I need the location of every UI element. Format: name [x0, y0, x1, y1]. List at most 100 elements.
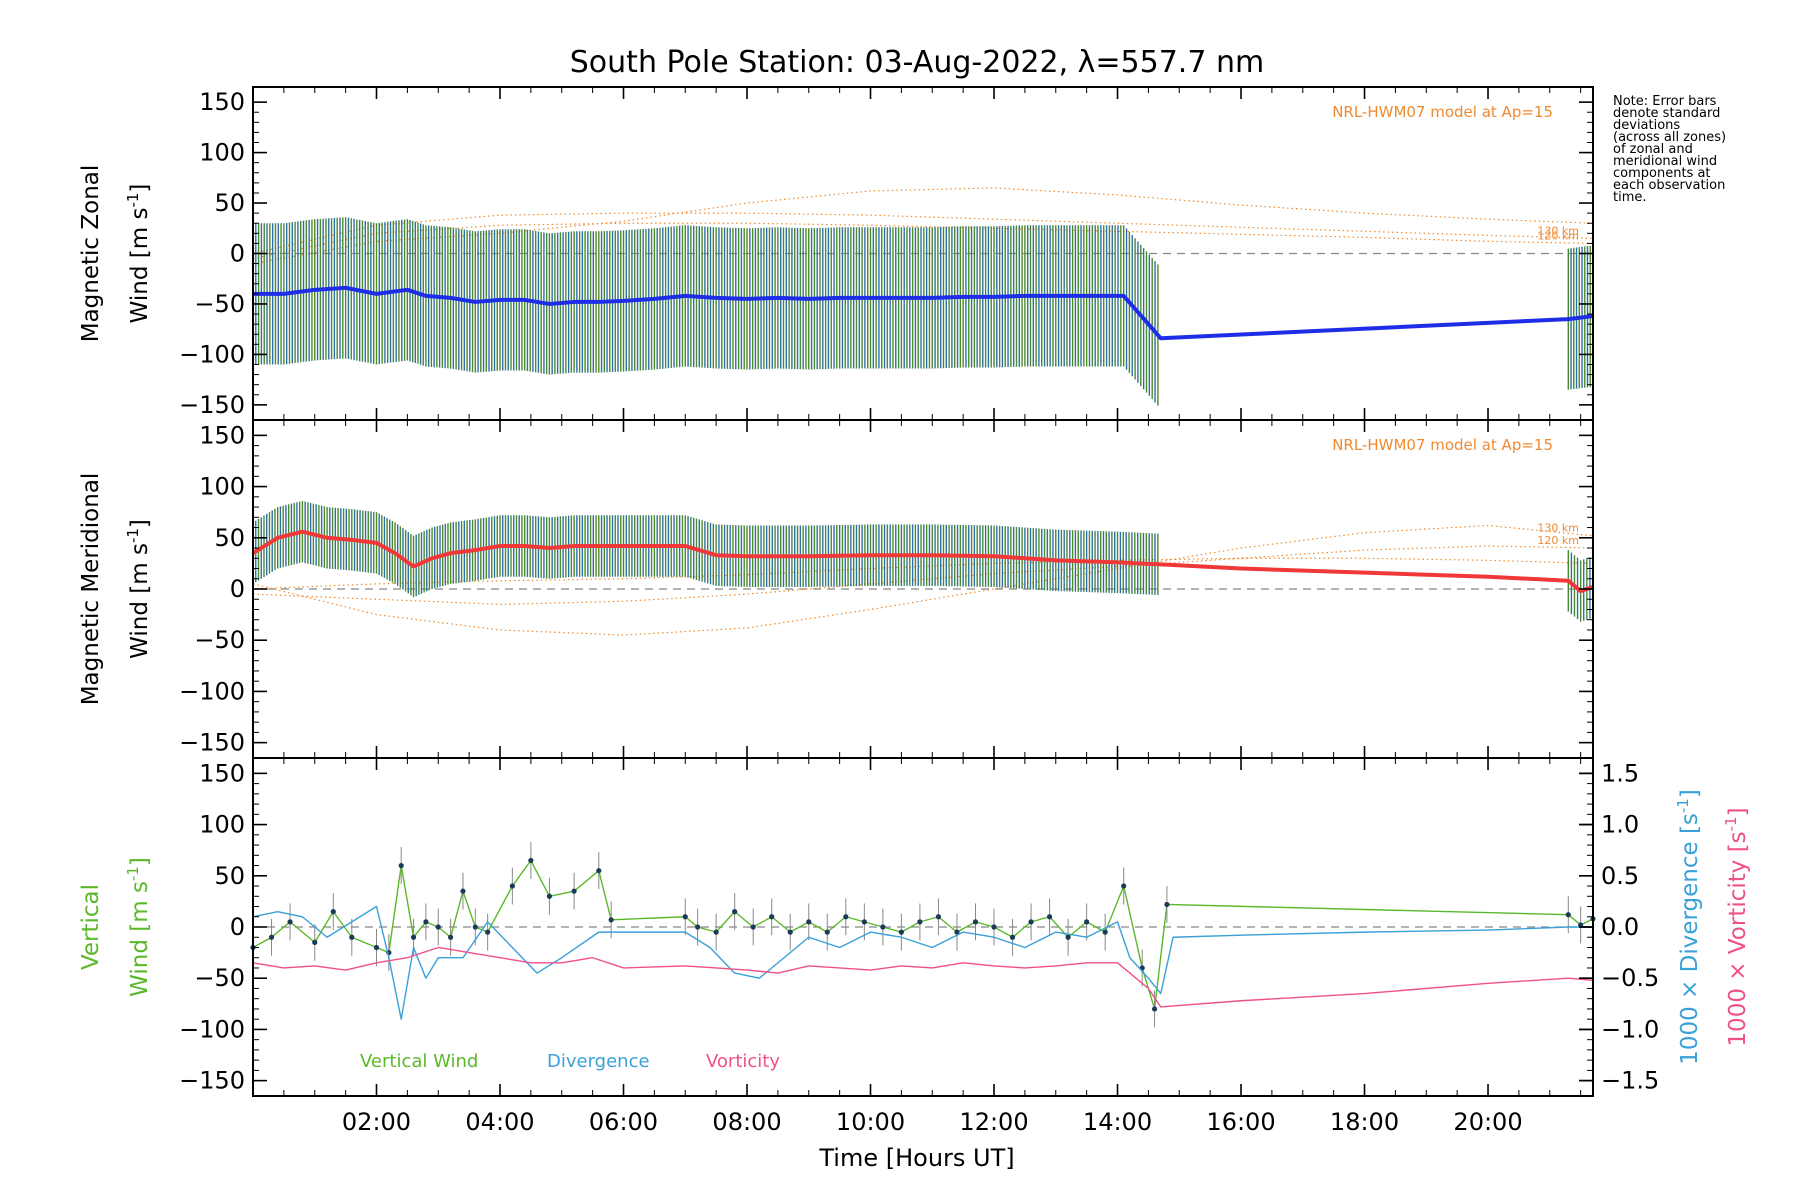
data-point — [349, 934, 355, 940]
data-point — [898, 929, 904, 935]
y2-tick-label: −1.0 — [1601, 1015, 1659, 1043]
y2-axis-title-divergence: 1000 × Divergence [s-1] — [1674, 789, 1703, 1065]
note-line: each observation — [1613, 178, 1726, 193]
y2-tick-label: −0.5 — [1601, 964, 1659, 992]
series-line — [253, 905, 1593, 1020]
data-point — [991, 924, 997, 930]
series-line — [253, 859, 1593, 1010]
y-axis-title: Wind [m s-1] — [124, 857, 153, 997]
y-axis-title: Wind [m s-1] — [124, 519, 153, 659]
note-line: time. — [1613, 190, 1647, 205]
data-point — [972, 919, 979, 925]
y-tick-label: −150 — [179, 1067, 245, 1095]
data-point — [917, 919, 923, 925]
model-curve-label: 130 km — [1537, 522, 1579, 535]
x-tick-label: 12:00 — [959, 1108, 1028, 1136]
model-curve — [253, 187, 1593, 265]
x-tick-label: 06:00 — [589, 1108, 658, 1136]
data-point — [312, 939, 318, 945]
note-line: of zonal and — [1613, 142, 1693, 157]
y2-tick-label: 1.0 — [1601, 811, 1639, 839]
y-tick-label: 150 — [199, 759, 245, 787]
model-curve-label: 130 km — [1537, 224, 1579, 237]
data-point — [1046, 914, 1053, 920]
y-tick-label: 0 — [230, 575, 245, 603]
data-point — [460, 888, 466, 894]
note-line: components at — [1613, 166, 1711, 181]
data-point — [861, 919, 867, 925]
data-point — [1065, 934, 1071, 940]
data-point — [608, 917, 614, 923]
model-curve — [253, 222, 1593, 260]
y-tick-label: −50 — [194, 626, 245, 654]
note-line: deviations — [1613, 118, 1681, 133]
y-tick-label: 150 — [199, 421, 245, 449]
x-axis-title: Time [Hours UT] — [818, 1144, 1014, 1172]
data-point — [423, 919, 429, 925]
y-tick-label: −100 — [179, 340, 245, 368]
data-point — [528, 857, 534, 864]
data-point — [954, 929, 960, 935]
data-point — [1084, 919, 1090, 925]
y2-tick-label: 0.5 — [1601, 862, 1639, 890]
data-point — [713, 929, 719, 935]
y-tick-label: −100 — [179, 1015, 245, 1043]
data-point — [1028, 919, 1034, 925]
series-line — [253, 946, 1593, 1008]
legend-item: Vorticity — [706, 1051, 780, 1072]
data-point — [806, 919, 812, 925]
legend-item: Vertical Wind — [360, 1051, 478, 1072]
y-axis-title: Magnetic Meridional — [78, 473, 104, 706]
x-tick-label: 08:00 — [712, 1108, 781, 1136]
data-point — [1121, 883, 1127, 889]
data-point — [448, 934, 454, 940]
y-tick-label: −100 — [179, 677, 245, 705]
data-point — [824, 929, 830, 935]
data-point — [682, 914, 688, 920]
data-point — [732, 909, 738, 915]
series-line — [253, 529, 1593, 594]
y2-tick-label: −1.5 — [1601, 1067, 1659, 1095]
y-axis-title: Magnetic Zonal — [78, 165, 104, 343]
data-point — [268, 934, 275, 940]
x-tick-label: 14:00 — [1083, 1108, 1152, 1136]
y-tick-label: −150 — [179, 729, 245, 757]
model-label: NRL-HWM07 model at Ap=15 — [1332, 103, 1553, 121]
model-curve-label: 120 km — [1537, 229, 1579, 242]
y-tick-label: 50 — [214, 862, 245, 890]
data-point — [546, 893, 553, 899]
data-point — [398, 862, 404, 869]
x-tick-label: 16:00 — [1206, 1108, 1275, 1136]
y-axis-title: Vertical — [78, 884, 104, 970]
data-point — [1151, 1006, 1158, 1012]
x-tick-label: 04:00 — [465, 1108, 534, 1136]
data-point — [373, 944, 380, 951]
y-tick-label: 100 — [199, 473, 245, 501]
data-point — [1565, 912, 1571, 918]
data-point — [1009, 934, 1016, 940]
model-curve — [253, 212, 1593, 255]
y-tick-label: −50 — [194, 964, 245, 992]
data-point — [750, 924, 756, 930]
x-tick-label: 20:00 — [1453, 1108, 1522, 1136]
data-point — [1102, 929, 1108, 935]
x-tick-label: 18:00 — [1330, 1108, 1399, 1136]
note-line: denote standard — [1613, 106, 1721, 121]
data-point — [287, 919, 293, 925]
x-tick-label: 02:00 — [342, 1108, 411, 1136]
data-point — [485, 929, 491, 935]
y-tick-label: 0 — [230, 913, 245, 941]
data-point — [880, 924, 886, 930]
note-line: meridional wind — [1613, 154, 1718, 169]
data-point — [596, 868, 602, 874]
series-line — [253, 285, 1593, 341]
data-point — [935, 914, 942, 920]
model-label: NRL-HWM07 model at Ap=15 — [1332, 436, 1553, 454]
y-tick-label: −50 — [194, 290, 245, 318]
y-axis-title: Wind [m s-1] — [124, 184, 153, 324]
y-tick-label: 100 — [199, 139, 245, 167]
note-text: Note: Error bars denote standard deviation… — [1613, 95, 1793, 205]
